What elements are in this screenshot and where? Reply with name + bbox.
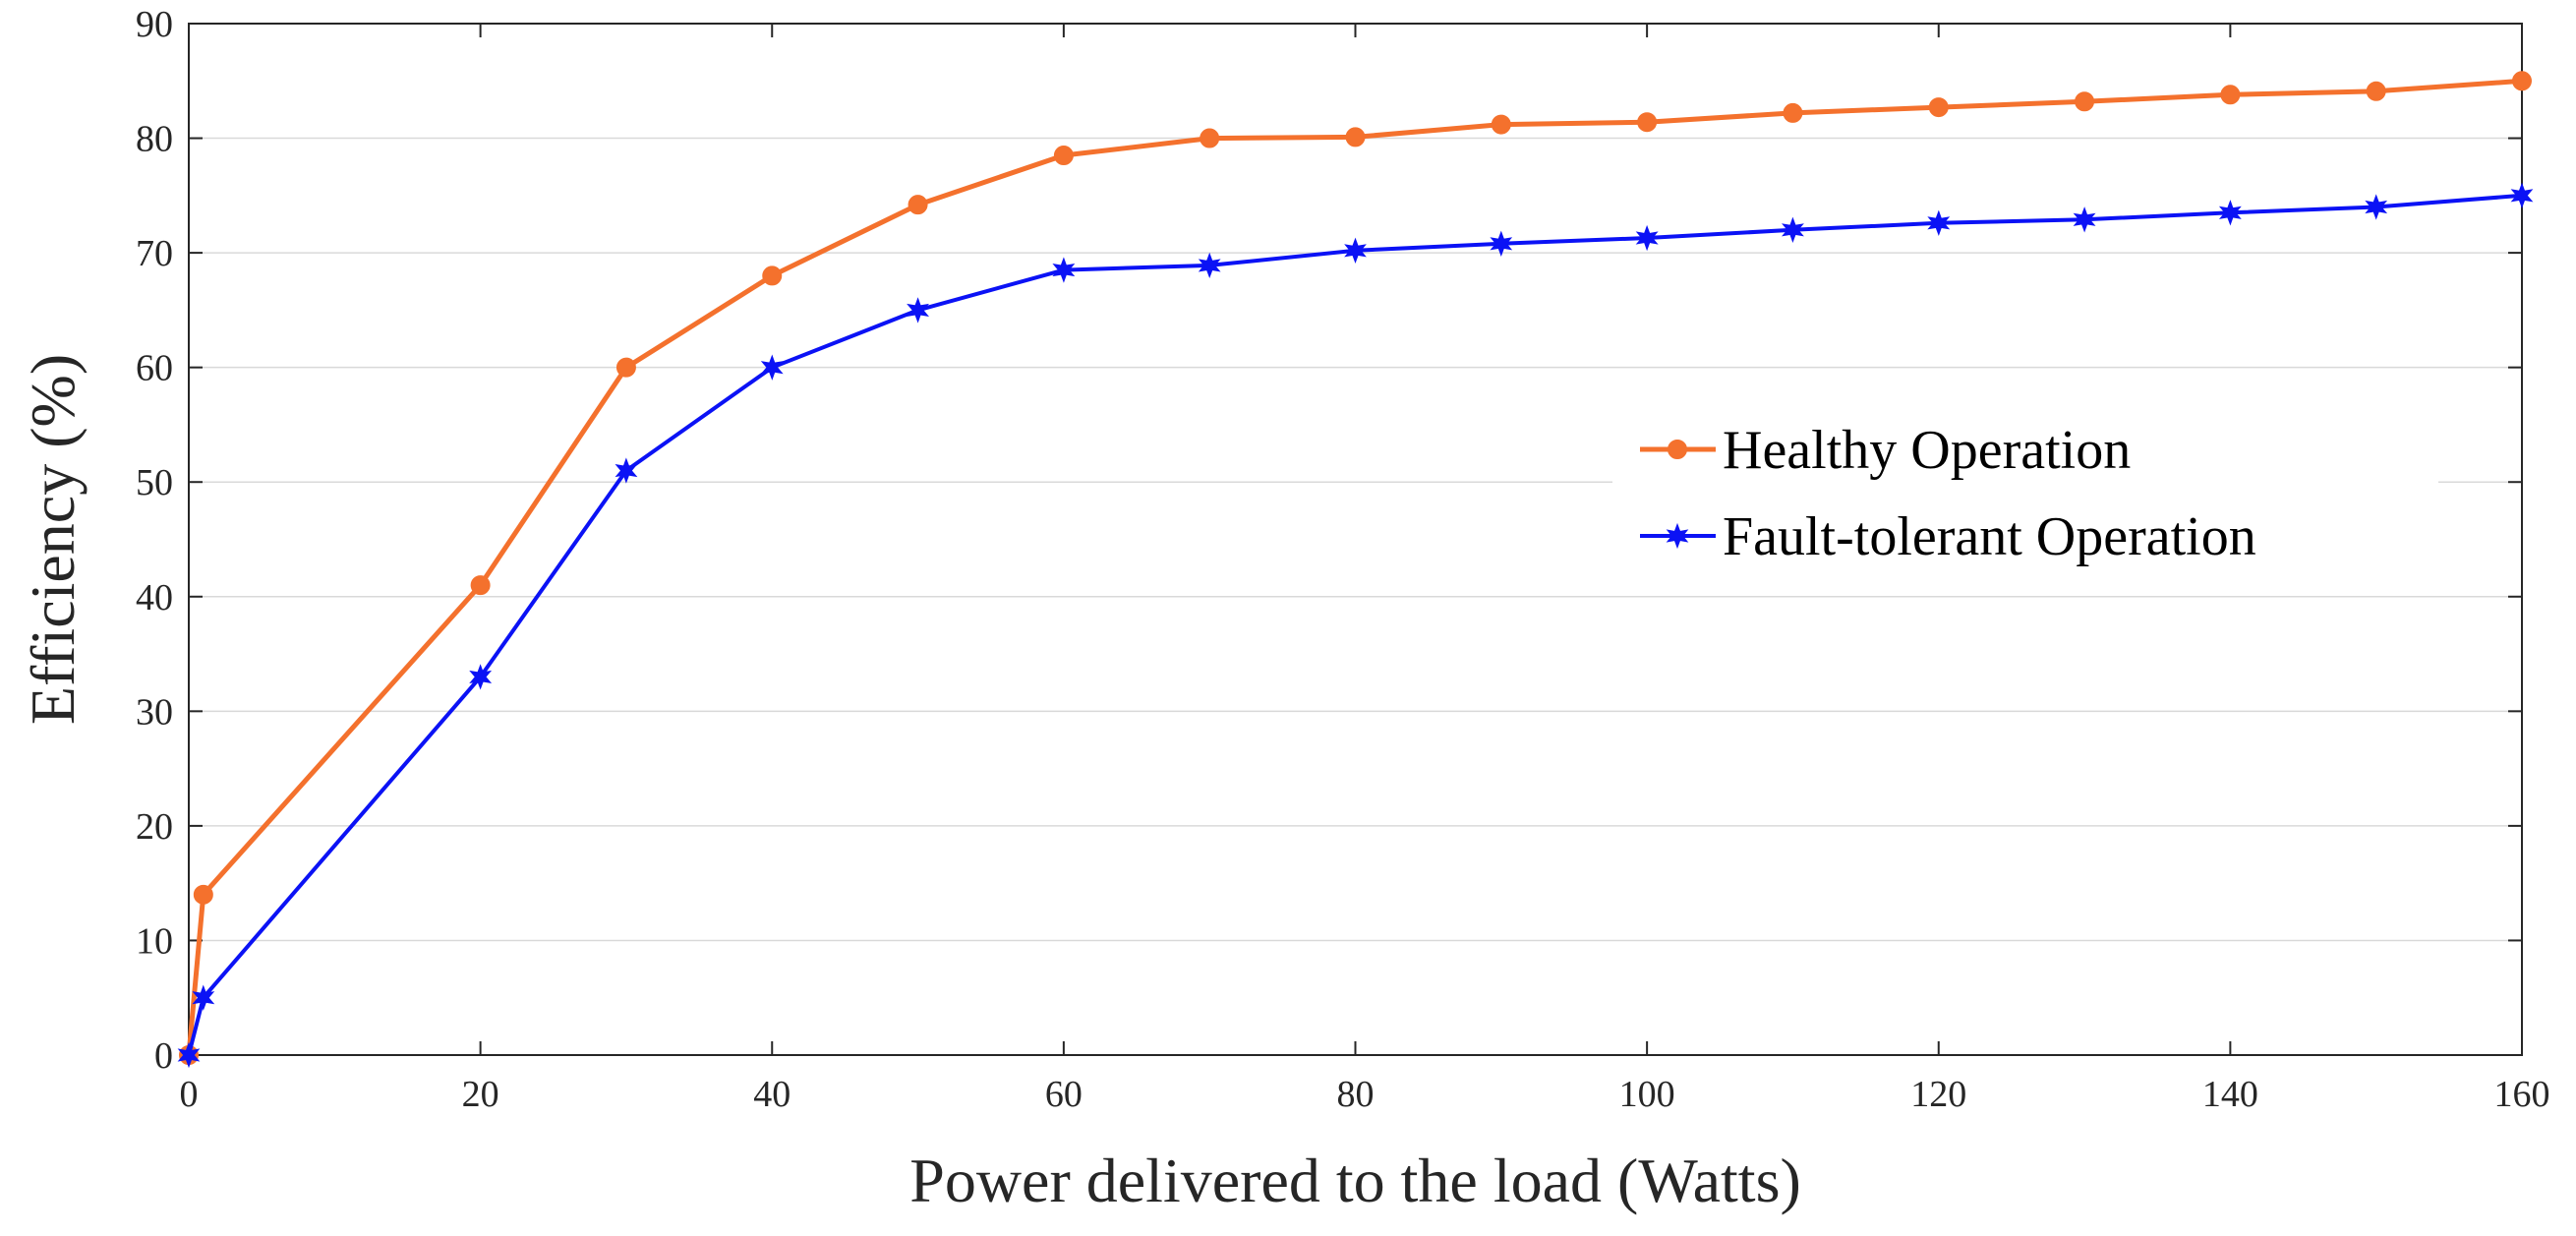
data-point	[1053, 146, 1074, 166]
data-point	[193, 884, 213, 905]
x-tick-label: 80	[1337, 1074, 1375, 1115]
data-point	[1928, 97, 1949, 118]
y-tick-label: 80	[136, 119, 173, 160]
legend-label: Healthy Operation	[1723, 420, 2131, 481]
y-tick-label: 0	[154, 1035, 173, 1077]
legend-marker	[1668, 440, 1687, 459]
data-point	[192, 984, 215, 1011]
x-tick-label: 0	[180, 1074, 199, 1115]
data-point	[760, 354, 784, 381]
x-tick-label: 60	[1045, 1074, 1083, 1115]
x-tick-label: 160	[2494, 1074, 2550, 1115]
legend-box	[1612, 398, 2438, 585]
data-point	[2510, 182, 2534, 208]
data-point	[2218, 200, 2242, 226]
data-point	[2365, 194, 2388, 220]
data-point	[1198, 252, 1221, 279]
data-point	[1783, 102, 1803, 123]
legend-label: Fault-tolerant Operation	[1723, 506, 2256, 567]
data-point	[1052, 257, 1076, 283]
series-line	[187, 193, 2523, 1056]
data-point	[1200, 128, 1220, 148]
x-tick-label: 40	[753, 1074, 790, 1115]
data-point	[2220, 85, 2241, 105]
legend-marker	[1666, 522, 1689, 550]
y-tick-label: 30	[136, 691, 173, 733]
y-tick-label: 40	[136, 577, 173, 618]
data-point	[615, 457, 638, 484]
legend: Healthy Operation Fault-tolerant Operatio…	[1612, 398, 2438, 585]
data-point	[907, 195, 928, 215]
data-point	[469, 664, 493, 690]
data-point	[470, 575, 491, 596]
x-tick-label: 20	[462, 1074, 499, 1115]
data-point	[2512, 71, 2532, 91]
data-point	[762, 265, 783, 286]
data-point	[615, 357, 636, 378]
y-tick-label: 70	[136, 233, 173, 274]
data-point	[2073, 206, 2096, 233]
x-axis-label: Power delivered to the load (Watts)	[909, 1146, 1801, 1215]
data-point	[1927, 209, 1951, 236]
y-tick-label: 20	[136, 806, 173, 848]
data-point	[1344, 237, 1367, 264]
y-axis-label: Efficiency (%)	[18, 354, 88, 725]
x-tick-label: 120	[1910, 1074, 1966, 1115]
data-point	[1491, 114, 1511, 135]
series-fault-tolerant	[177, 182, 2534, 1069]
data-point	[1490, 230, 1513, 257]
data-point	[1345, 127, 1366, 147]
data-point	[1782, 216, 1804, 243]
series-layer	[177, 71, 2534, 1069]
data-point	[2075, 91, 2095, 112]
data-point	[1635, 224, 1659, 252]
data-point	[1637, 112, 1658, 133]
y-tick-label: 90	[136, 4, 173, 45]
axes: 0 10 20 30 40 50 60 70 80 90 0 20 40 60 80 100 120 140 160	[136, 4, 2550, 1115]
x-tick-label: 140	[2202, 1074, 2258, 1115]
y-tick-label: 60	[136, 348, 173, 389]
data-point	[907, 297, 929, 324]
data-point	[2366, 81, 2386, 101]
y-tick-label: 50	[136, 462, 173, 503]
data-point	[177, 1041, 201, 1069]
x-tick-label: 100	[1619, 1074, 1675, 1115]
y-tick-label: 10	[136, 920, 173, 962]
grid	[189, 137, 2522, 942]
